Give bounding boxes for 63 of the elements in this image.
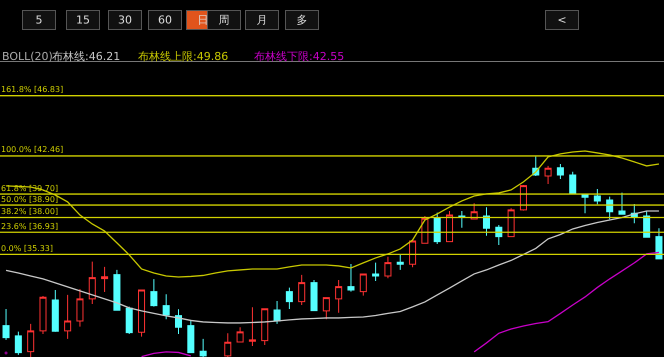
candlestick — [544, 165, 552, 184]
candlestick — [248, 306, 256, 346]
candlestick — [236, 326, 244, 342]
candlestick — [618, 192, 626, 215]
candlestick — [298, 274, 306, 306]
text: 60 — [158, 14, 172, 26]
ref-line-label: 50.0% [38.90] — [1, 195, 58, 204]
candlestick — [126, 306, 133, 334]
annotation: BOLL(20) — [2, 50, 53, 63]
ref-line-label: 0.0% [35.33] — [1, 244, 54, 253]
ref-line-label: 38.2% [38.00] — [1, 207, 58, 216]
text: 多 — [296, 14, 308, 26]
candlestick — [88, 261, 96, 305]
candlestick — [347, 264, 354, 292]
candlestick — [2, 308, 10, 340]
candlestick — [310, 280, 318, 312]
text: 15 — [76, 14, 90, 26]
annotation: 布林线:46.21 — [52, 50, 120, 63]
candlestick — [520, 184, 527, 212]
candlestick — [322, 297, 330, 320]
candlestick — [335, 280, 342, 314]
candlestick — [162, 294, 170, 320]
candlestick — [261, 308, 268, 346]
candlestick — [582, 194, 589, 214]
text: 周 — [218, 14, 230, 26]
candlestick — [384, 256, 392, 279]
candlestick — [446, 210, 454, 242]
candlestick — [274, 300, 281, 324]
text: 30 — [118, 14, 132, 26]
annotation: 布林线上限:49.86 — [138, 50, 228, 63]
candlestick — [458, 210, 466, 228]
candlestick — [396, 254, 404, 270]
candlestick — [409, 239, 416, 268]
candlestick — [372, 262, 380, 282]
candlestick — [150, 278, 158, 308]
text: 日 — [198, 14, 208, 26]
ref-line-label: 23.6% [36.93] — [1, 222, 58, 231]
candlestick — [434, 212, 441, 244]
annotation: 布林线下限:42.55 — [254, 50, 344, 63]
candlestick — [360, 273, 367, 296]
candlestick — [594, 188, 601, 205]
ref-line-label: 100.0% [42.46] — [1, 145, 64, 154]
candlestick — [286, 287, 293, 310]
candlestick — [556, 163, 564, 180]
candlestick — [569, 171, 576, 194]
candlestick — [200, 338, 207, 357]
candlestick — [138, 289, 146, 338]
candlestick — [482, 206, 490, 236]
candlestick — [113, 269, 120, 311]
candlestick — [52, 289, 59, 332]
candlestick — [655, 228, 662, 260]
text: 月 — [256, 14, 268, 26]
text: 5 — [36, 14, 42, 26]
candlestick — [64, 294, 72, 340]
candlestick — [14, 331, 22, 356]
text: < — [557, 14, 567, 26]
candlestick — [606, 196, 614, 220]
candlestick — [187, 319, 194, 354]
candlestick — [76, 288, 84, 328]
candlestick — [101, 266, 108, 293]
ref-line-label: 161.8% [46.83] — [1, 85, 64, 94]
candlestick — [39, 296, 47, 334]
candlestick — [174, 308, 182, 334]
